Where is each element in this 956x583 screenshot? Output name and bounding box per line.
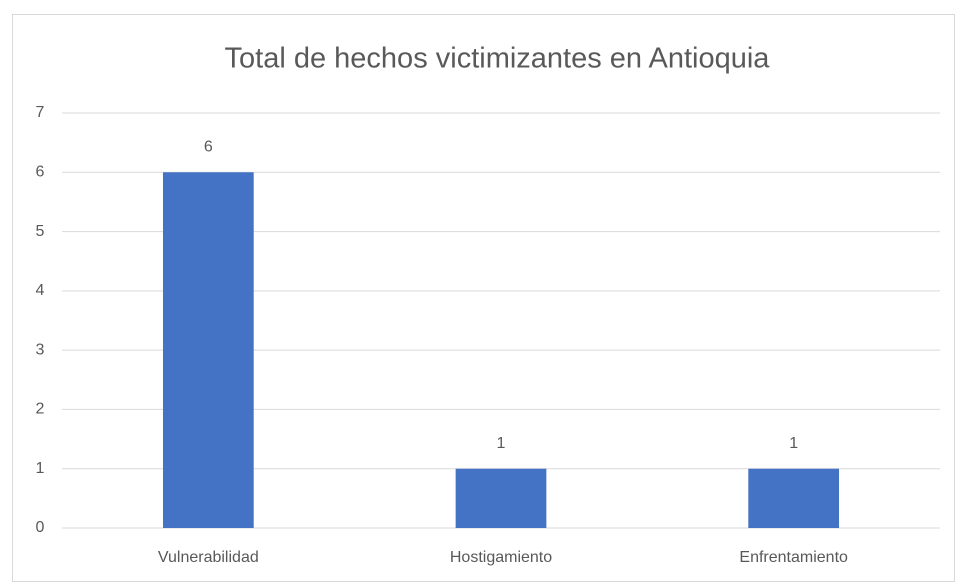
data-label: 6 [204, 139, 213, 156]
data-label: 1 [497, 435, 506, 452]
x-tick-label: Hostigamiento [450, 549, 552, 566]
x-tick-label: Enfrentamiento [739, 549, 848, 566]
y-tick-label: 3 [36, 341, 45, 358]
data-label: 1 [789, 435, 798, 452]
x-tick-label: Vulnerabilidad [158, 549, 259, 566]
y-tick-label: 2 [36, 401, 45, 418]
bar [748, 468, 840, 528]
y-tick-label: 0 [36, 519, 45, 536]
chart-title: Total de hechos victimizantes en Antioqu… [225, 43, 771, 75]
y-tick-label: 5 [36, 223, 45, 240]
bar [162, 172, 254, 529]
y-tick-label: 4 [36, 282, 45, 299]
y-tick-label: 7 [36, 104, 45, 121]
bar [455, 468, 547, 528]
y-tick-label: 6 [36, 164, 45, 181]
y-tick-label: 1 [36, 460, 45, 477]
